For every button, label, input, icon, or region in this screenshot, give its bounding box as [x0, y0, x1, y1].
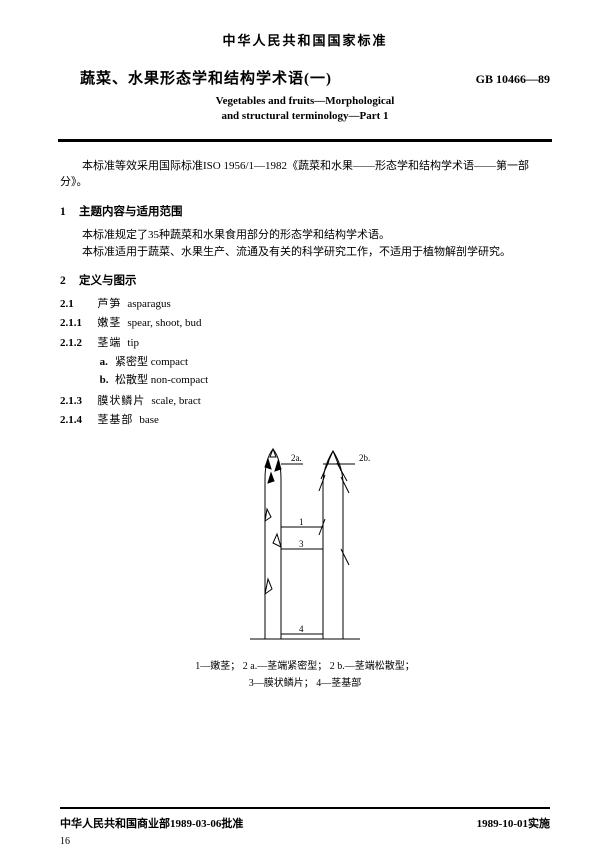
intro-paragraph: 本标准等效采用国际标准ISO 1956/1—1982《蔬菜和水果——形态学和结构… [60, 158, 550, 191]
title-en-line2: and structural terminology—Part 1 [60, 109, 550, 124]
fig-label-2b: 2b. [359, 453, 370, 463]
section-2-title: 定义与图示 [79, 275, 137, 287]
section-1-heading: 1 主题内容与适用范围 [60, 203, 550, 219]
title-row: 蔬菜、水果形态学和结构学术语(一) GB 10466—89 [60, 67, 550, 88]
def-sub-cn: 松散型 [115, 374, 148, 386]
section-1-title: 主题内容与适用范围 [79, 206, 183, 218]
def-term-cn: 嫩茎 [97, 317, 121, 329]
definition-item: 2.1.3膜状鳞片 scale, bract [60, 393, 550, 410]
definition-item: 2.1芦笋 asparagus [60, 296, 550, 313]
def-number: 2.1.1 [60, 315, 97, 332]
fig-label-3: 3 [299, 539, 304, 549]
title-chinese: 蔬菜、水果形态学和结构学术语(一) [80, 67, 332, 88]
def-number: 2.1 [60, 296, 97, 313]
def-number: 2.1.4 [60, 412, 97, 429]
section-1-number: 1 [60, 206, 76, 218]
definition-subitem: a.紧密型 compact [100, 354, 550, 372]
figure: 2a. 2b. 1 3 4 1—嫩茎； 2 a.—茎端紧密型； 2 b.—茎端松… [60, 439, 550, 692]
def-sub-cn: 紧密型 [115, 356, 148, 368]
definition-item: 2.1.1嫩茎 spear, shoot, bud [60, 315, 550, 332]
def-term-en: scale, bract [151, 395, 200, 407]
def-number: 2.1.3 [60, 393, 97, 410]
fig-label-1: 1 [299, 517, 304, 527]
definition-subitem: b.松散型 non-compact [100, 372, 550, 390]
footer-implementation: 1989-10-01实施 [477, 815, 550, 831]
definitions-list: 2.1芦笋asparagus2.1.1嫩茎spear, shoot, bud2.… [60, 296, 550, 429]
divider-thick [58, 139, 552, 142]
figure-caption-line1: 1—嫩茎； 2 a.—茎端紧密型； 2 b.—茎端松散型； [60, 658, 550, 675]
figure-caption-line2: 3—膜状鳞片； 4—茎基部 [60, 675, 550, 692]
def-term-en: spear, shoot, bud [127, 317, 201, 329]
fig-label-2a: 2a. [291, 453, 302, 463]
fig-label-4: 4 [299, 624, 304, 634]
section-1-p2: 本标准适用于蔬菜、水果生产、流通及有关的科学研究工作，不适用于植物解剖学研究。 [60, 244, 550, 262]
title-english: Vegetables and fruits—Morphological and … [60, 94, 550, 125]
def-term-cn: 茎端 [97, 337, 121, 349]
def-term-cn: 膜状鳞片 [97, 395, 145, 407]
section-2-heading: 2 定义与图示 [60, 272, 550, 288]
def-sub-en: non-compact [148, 374, 208, 386]
standard-code: GB 10466—89 [476, 72, 550, 87]
asparagus-diagram: 2a. 2b. 1 3 4 [195, 439, 415, 654]
footer-rule [60, 807, 550, 809]
def-term-en: asparagus [127, 298, 170, 310]
page-footer: 中华人民共和国商业部1989-03-06批准 1989-10-01实施 [60, 807, 550, 831]
title-en-line1: Vegetables and fruits—Morphological [60, 94, 550, 109]
section-2-number: 2 [60, 275, 76, 287]
page-authority: 中华人民共和国国家标准 [60, 30, 550, 49]
definition-item: 2.1.4茎基部 base [60, 412, 550, 429]
footer-approval: 中华人民共和国商业部1989-03-06批准 [60, 815, 243, 831]
def-term-en: tip [127, 337, 139, 349]
def-number: 2.1.2 [60, 335, 97, 352]
definition-item: 2.1.2茎端 tip [60, 335, 550, 352]
def-term-cn: 芦笋 [97, 298, 121, 310]
def-sub-label: a. [100, 354, 115, 372]
def-term-cn: 茎基部 [97, 414, 133, 426]
def-sub-en: compact [148, 356, 188, 368]
def-term-en: base [139, 414, 159, 426]
page-number: 16 [60, 836, 70, 847]
section-1-p1: 本标准规定了35种蔬菜和水果食用部分的形态学和结构学术语。 [60, 227, 550, 245]
def-sub-label: b. [100, 372, 115, 390]
